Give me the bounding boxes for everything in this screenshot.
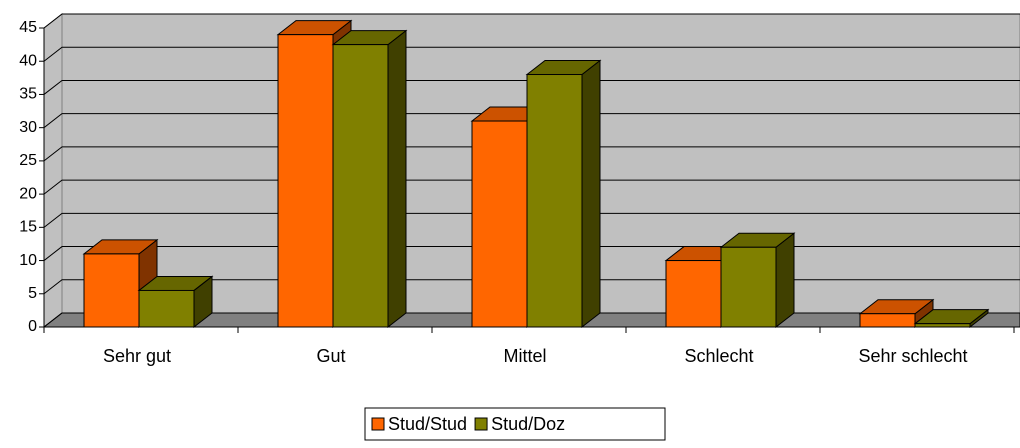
legend-swatch [371,417,385,431]
side-wall [43,12,63,329]
bar [526,74,583,328]
grid-line [43,79,1020,95]
bar [665,260,722,328]
legend-label: Stud/Doz [491,414,565,434]
y-tick-label: 45 [19,19,37,36]
x-tick-label: Sehr schlecht [858,346,967,366]
bar [83,253,140,328]
y-tick-label: 0 [28,318,37,335]
bar [914,323,971,328]
bar [277,34,334,328]
y-tick-label: 25 [19,152,37,169]
y-tick-label: 15 [19,219,37,236]
bar [720,246,777,328]
bar [138,289,195,328]
bar-side [387,29,407,329]
y-tick-label: 35 [19,86,37,103]
x-tick-label: Mittel [503,346,546,366]
y-tick-label: 30 [19,119,37,136]
y-tick-label: 5 [28,285,37,302]
bar-side [581,59,601,329]
bar [859,313,916,328]
grid-line [43,13,1020,29]
grid-line [43,146,1020,162]
legend-label: Stud/Stud [388,414,467,434]
bar [332,44,389,328]
bar-side [775,232,795,329]
grid-line [43,113,1020,129]
grid-line [43,46,1020,62]
x-tick-label: Gut [316,346,345,366]
legend-box [364,407,666,441]
grid-line [43,212,1020,228]
bar [471,120,528,328]
y-tick-label: 40 [19,52,37,69]
grid-line [43,179,1020,195]
x-tick-label: Sehr gut [103,346,171,366]
legend-swatch [474,417,488,431]
y-tick-label: 10 [19,252,37,269]
x-tick-label: Schlecht [684,346,753,366]
y-tick-label: 20 [19,185,37,202]
